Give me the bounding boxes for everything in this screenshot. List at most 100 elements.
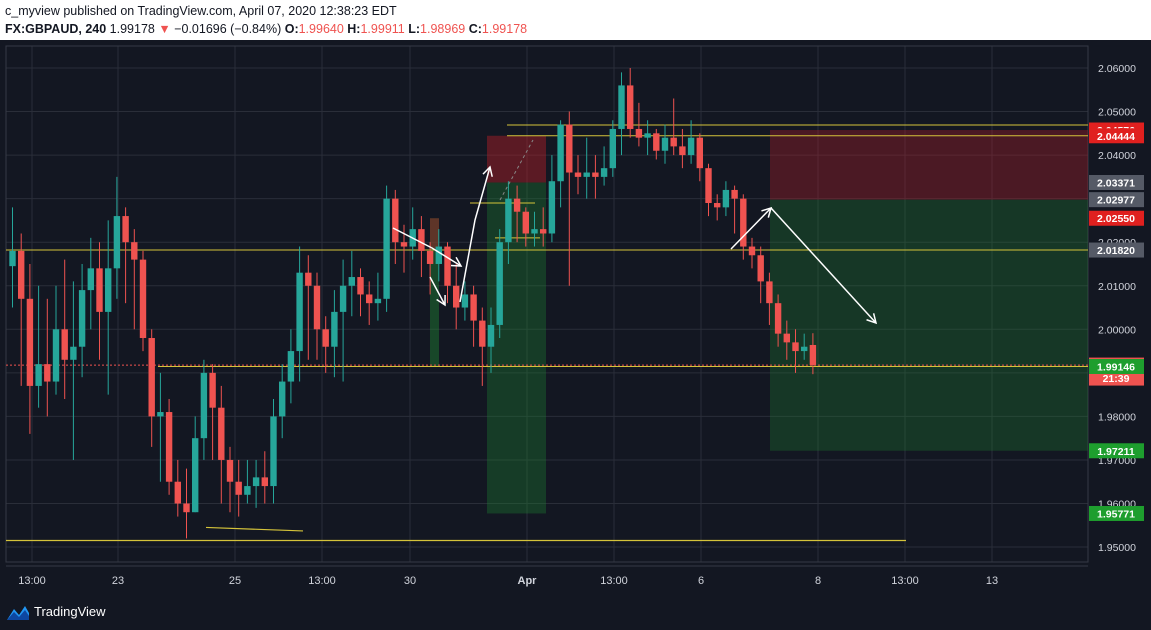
candle-body [348, 277, 355, 286]
candle-body [174, 481, 181, 504]
candle-body [513, 198, 521, 212]
candle-body [574, 172, 582, 177]
ohlc-legend: FX:GBPAUD, 240 1.99178 ▼ −0.01696 (−0.84… [5, 22, 527, 36]
open-value: 1.99640 [298, 22, 344, 36]
candle-body [18, 250, 25, 299]
time-axis-label: 13 [986, 575, 998, 587]
candle-body [252, 477, 260, 487]
plot-border [5, 45, 1089, 563]
candle-body [296, 272, 303, 352]
candle-body [496, 242, 503, 325]
candle-body [165, 412, 173, 482]
candle-body [687, 137, 695, 156]
candle-body [357, 277, 364, 295]
time-axis-label: 13:00 [308, 575, 336, 587]
candle-body [418, 229, 425, 251]
tradingview-logo-icon[interactable] [6, 603, 30, 621]
candle-body [505, 198, 512, 243]
earlier-stop-zone [487, 135, 546, 183]
candle-body [383, 198, 390, 299]
candle-body [183, 503, 190, 513]
candle-body [479, 320, 486, 347]
price-tag-text: 2.02977 [1097, 195, 1135, 207]
time-axis-label: 25 [229, 575, 241, 587]
candle-body [627, 85, 634, 129]
candle-body [679, 146, 686, 156]
projection-arrow [392, 227, 462, 267]
candle-body [426, 250, 434, 264]
price-tag-text: 2.03371 [1097, 177, 1135, 189]
symbol-interval[interactable]: FX:GBPAUD, 240 [5, 22, 107, 36]
projection-arrow-head [866, 313, 878, 325]
price-change: −0.01696 (−0.84%) [174, 22, 282, 36]
candle-body [235, 481, 242, 495]
candle-body [644, 133, 651, 138]
projection-arrow [459, 166, 491, 303]
small-target-zone [430, 218, 439, 367]
candle-body [44, 364, 51, 382]
candle-body [583, 172, 590, 177]
time-axis-label: 8 [815, 575, 821, 587]
candle-body [635, 128, 643, 138]
price-tag: 21:39 [1089, 370, 1144, 386]
candle-body [209, 372, 216, 408]
candle-body [35, 364, 42, 386]
candle-body [122, 216, 129, 243]
price-axis-label: 1.95000 [1098, 542, 1136, 554]
candle-body [279, 381, 286, 417]
tradingview-brand[interactable]: TradingView [34, 604, 106, 619]
time-axis-label: 13:00 [18, 575, 46, 587]
price-tag-box [1089, 358, 1144, 374]
time-axis-label: Apr [518, 575, 538, 587]
projection-arrow [429, 276, 446, 306]
candle-body [487, 324, 495, 347]
projection-arrow [770, 207, 877, 324]
candle-body [470, 294, 477, 321]
candle-body [540, 229, 547, 234]
price-tag: 2.02550 [1089, 210, 1144, 226]
candle-body [70, 346, 77, 360]
candle-body [26, 298, 34, 386]
candle-body [444, 246, 451, 286]
candle-body [400, 242, 408, 247]
projection-arrow-head [482, 165, 493, 177]
candle-body [305, 272, 312, 286]
candle-body [453, 285, 460, 308]
price-tag: 2.02977 [1089, 192, 1144, 208]
price-tag-box [1089, 174, 1144, 190]
trend-line [205, 526, 304, 532]
candle-body [105, 268, 112, 312]
price-tag: 1.97211 [1089, 443, 1144, 459]
price-tag: 2.04444 [1089, 128, 1144, 144]
candle-body [766, 281, 773, 304]
candle-body [653, 133, 660, 151]
chart-area[interactable]: 2.060002.050002.040002.030002.020002.010… [0, 40, 1151, 596]
candle-body [61, 329, 68, 360]
time-axis-label: 6 [698, 575, 704, 587]
price-chart[interactable]: 2.060002.050002.040002.030002.020002.010… [0, 40, 1151, 596]
candle-body [748, 246, 756, 256]
candle-body [661, 137, 669, 151]
publisher-line: c_myview published on TradingView.com, A… [5, 4, 397, 18]
price-axis-label: 2.05000 [1098, 107, 1136, 119]
candle-body [148, 338, 155, 417]
close-value: 1.99178 [481, 22, 528, 36]
price-tag: 2.03371 [1089, 174, 1144, 190]
candle-body [113, 216, 121, 269]
candle-body [200, 372, 208, 439]
candle-body [696, 137, 703, 169]
price-tag-text: 2.01820 [1097, 245, 1135, 257]
high-value: 1.99911 [360, 22, 405, 36]
candle-body [714, 203, 721, 208]
high-label: H: [347, 22, 361, 36]
price-tag-box [1089, 370, 1144, 386]
price-tag: 2.01820 [1089, 242, 1144, 258]
last-price: 1.99178 [109, 22, 155, 36]
small-stop-zone [430, 218, 439, 249]
chart-header: c_myview published on TradingView.com, A… [0, 0, 1151, 40]
open-label: O: [284, 22, 299, 36]
price-tag: 1.95771 [1089, 505, 1144, 521]
candle-body [435, 246, 442, 264]
candle-body [792, 342, 799, 352]
price-axis-label: 2.06000 [1098, 63, 1136, 75]
